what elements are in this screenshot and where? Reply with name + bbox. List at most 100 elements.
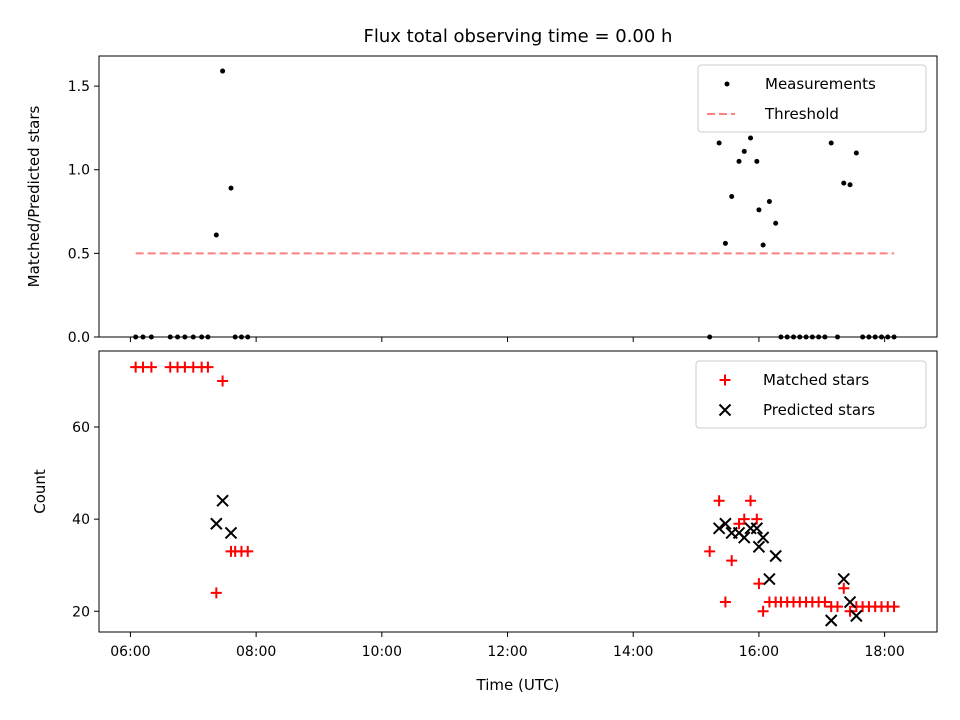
predicted-star-marker [750,522,764,535]
predicted-star-marker [769,549,782,563]
legend-swatch [718,403,732,417]
measurement-point [760,242,766,248]
matched-star-marker [719,596,731,608]
bottom-axes-frame [98,350,938,633]
predicted-star-marker [752,540,766,553]
measurement-point [766,199,772,205]
series-measurements [133,68,897,340]
x-tick-label: 12:00 [487,644,527,660]
x-tick-label: 18:00 [864,644,904,660]
measurement-point [756,207,762,213]
top-y-axis-label: Matched/Predicted stars [25,106,43,288]
predicted-star-marker [850,609,863,623]
bottom-legend: Matched stars Predicted stars [695,360,927,429]
matched-star-marker [145,361,157,373]
measurement-point [834,334,840,340]
matched-star-marker [753,578,765,590]
measurement-point [822,334,828,340]
measurement-point [773,220,779,226]
top-axes-frame [98,55,938,338]
matched-star-marker [819,596,831,608]
measurement-point [213,232,219,238]
legend-box [697,64,927,133]
predicted-star-marker [738,531,751,544]
predicted-star-marker [210,517,223,530]
measurement-point [790,334,796,340]
measurement-point [878,334,884,340]
measurement-point [220,68,226,74]
bottom-plot-area: 06:00 08:00 10:00 12:00 14:00 16:00 18:00 20 40 6… [31,350,938,694]
measurement-point [891,334,897,340]
series-matched-stars [130,361,900,617]
legend-entry: Measurements [765,75,876,93]
predicted-star-marker [824,614,838,627]
matched-star-marker [751,513,763,525]
measurement-point [167,334,173,340]
predicted-star-marker [837,572,850,586]
measurement-point [803,334,809,340]
legend-entry: Threshold [764,105,839,123]
measurement-point [872,334,878,340]
matched-star-marker [738,513,750,525]
measurement-point [736,158,742,164]
bottom-axis-ticks: 06:00 08:00 10:00 12:00 14:00 16:00 18:00 20 40 6… [72,420,905,660]
predicted-star-marker [719,517,732,530]
matched-star-marker [202,361,214,373]
measurement-point [841,180,847,186]
predicted-star-marker [216,494,229,507]
measurement-point [853,150,859,156]
measurement-point [175,334,181,340]
matched-star-marker [844,605,856,617]
measurement-point [729,194,735,199]
measurement-point [232,334,238,340]
x-tick-label: 10:00 [362,644,402,660]
measurement-point [707,334,713,340]
bottom-x-axis-label: Time (UTC) [476,676,560,694]
bottom-y-axis-label: Count [31,469,49,514]
legend-entry: Predicted stars [763,401,875,419]
y-tick-label: 20 [72,604,90,620]
matched-star-marker [888,601,900,613]
matched-star-marker [831,601,843,613]
matched-star-marker [726,555,738,567]
y-tick-label: 0.0 [68,330,90,346]
y-tick-label: 1.5 [68,79,90,95]
chart-title: Flux total observing time = 0.00 h [364,26,673,47]
measurement-point [716,140,722,146]
x-tick-label: 14:00 [613,644,653,660]
measurement-point [238,334,244,340]
y-tick-label: 60 [72,420,90,436]
measurement-point [182,334,188,340]
predicted-star-marker [224,526,238,540]
legend-swatch [719,374,731,386]
measurement-point [885,334,891,340]
measurement-point [754,158,760,164]
measurement-point [866,334,872,340]
measurement-point [748,135,754,141]
series-predicted-stars [210,494,863,627]
measurement-point [828,140,834,146]
measurement-point [199,334,205,340]
x-tick-label: 06:00 [110,644,150,660]
legend-box [695,360,927,429]
predicted-star-marker [763,572,776,586]
y-tick-label: 1.0 [68,163,90,179]
measurement-point [140,334,146,340]
measurement-point [860,334,866,340]
top-legend: Measurements Threshold [697,64,927,133]
y-tick-label: 0.5 [68,246,90,262]
legend-entry: Matched stars [763,371,869,389]
predicted-star-marker [843,595,857,609]
measurement-point [190,334,196,340]
bottom-series-layer [130,361,900,627]
predicted-star-marker [712,522,726,535]
matched-star-marker [838,582,850,594]
legend-swatch [724,81,730,87]
measurement-point [133,334,139,340]
matched-star-marker [745,495,757,507]
measurement-point [816,334,822,340]
x-tick-label: 08:00 [236,644,276,660]
predicted-star-marker [756,531,770,544]
measurement-point [205,334,211,340]
